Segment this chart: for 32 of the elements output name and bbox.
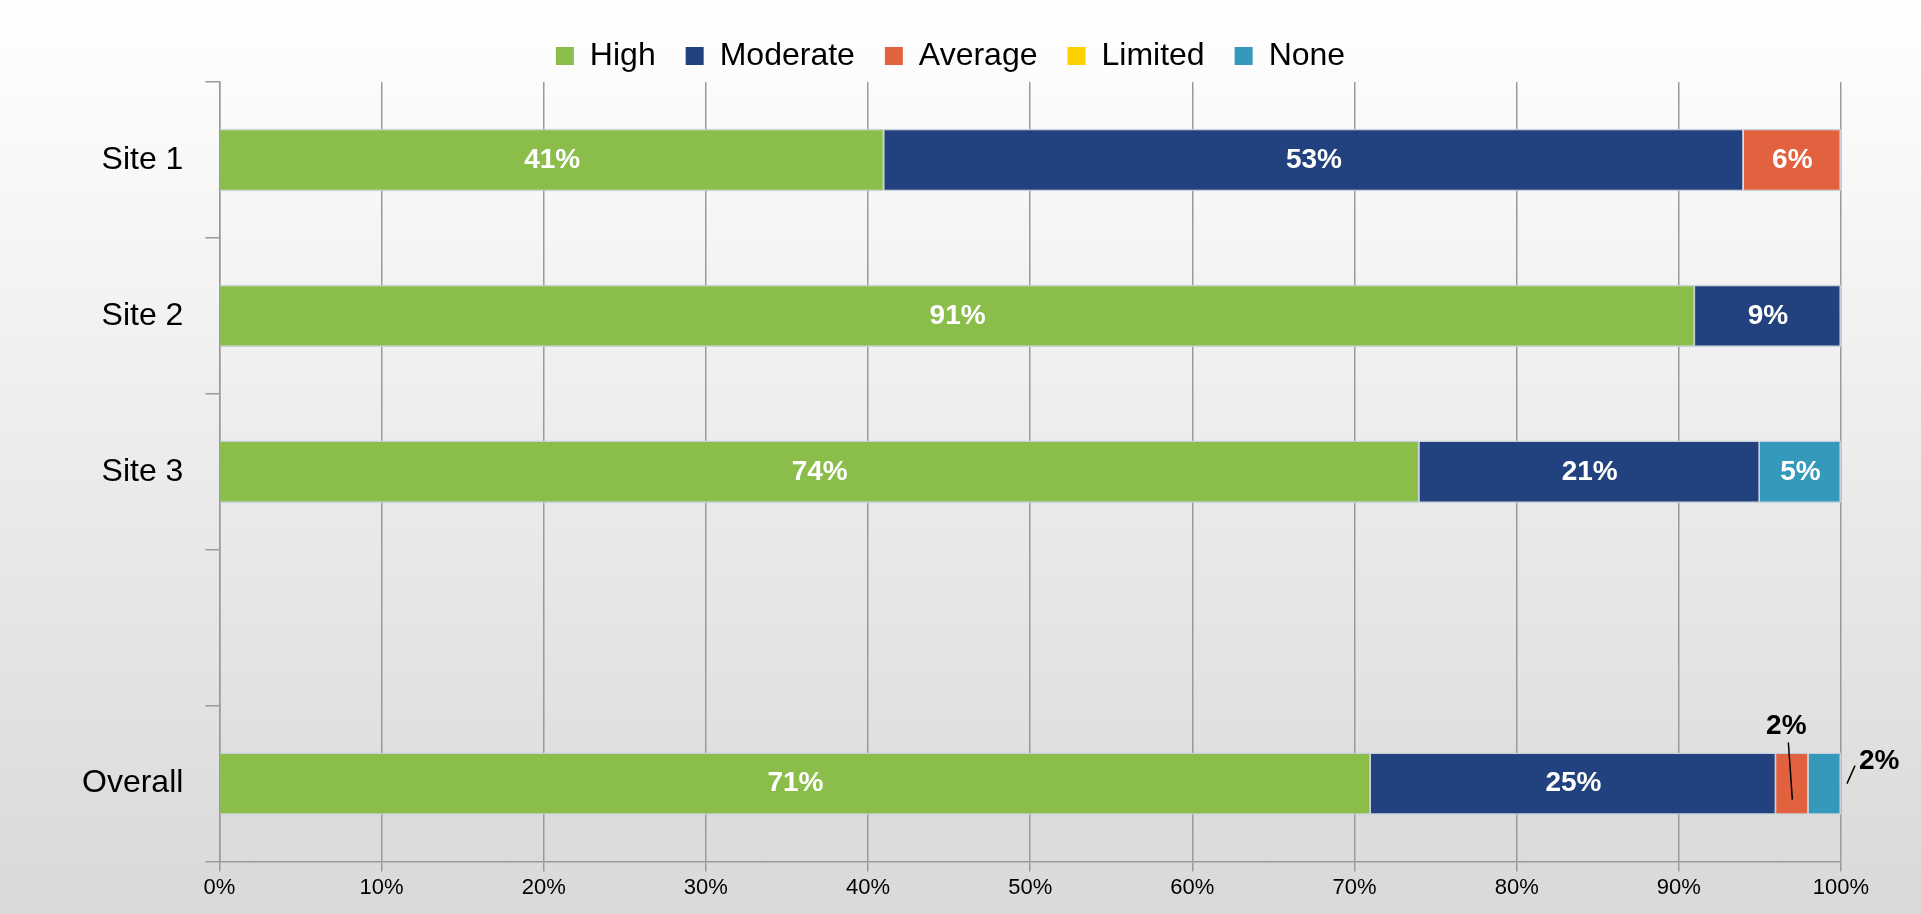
x-tick-label: 90% [1656, 873, 1701, 899]
legend-label: Average [918, 35, 1038, 72]
y-tick-label: Site 3 [101, 451, 184, 488]
x-tick-label: 0% [203, 873, 236, 899]
y-tick-label: Overall [82, 763, 184, 800]
data-label: 91% [929, 298, 986, 330]
data-label: 74% [791, 454, 848, 486]
data-label: 5% [1780, 454, 1821, 486]
data-label: 53% [1285, 142, 1343, 174]
data-label: 71% [767, 766, 824, 798]
data-label: 9% [1747, 298, 1789, 330]
x-tick-label: 60% [1170, 873, 1215, 899]
x-tick-label: 100% [1812, 873, 1870, 899]
x-tick-label: 30% [683, 873, 728, 899]
data-label: 25% [1545, 766, 1602, 798]
x-tick-label: 10% [359, 873, 404, 899]
y-tick-label: Site 1 [101, 139, 184, 176]
data-label: 41% [524, 142, 581, 174]
x-tick-label: 40% [845, 873, 891, 899]
x-tick-label: 50% [1008, 873, 1053, 899]
x-tick-label: 70% [1332, 873, 1377, 899]
legend-label: None [1268, 35, 1346, 72]
x-tick-label: 80% [1494, 873, 1539, 899]
data-label: 2% [1859, 744, 1900, 776]
data-label: 21% [1561, 454, 1618, 486]
legend-label: High [589, 35, 656, 72]
legend-label: Limited [1101, 35, 1205, 72]
x-tick-label: 20% [521, 873, 566, 899]
data-label: 2% [1766, 709, 1807, 741]
data-label: 6% [1772, 142, 1813, 174]
legend-label: Moderate [719, 35, 855, 72]
y-tick-label: Site 2 [101, 295, 184, 332]
